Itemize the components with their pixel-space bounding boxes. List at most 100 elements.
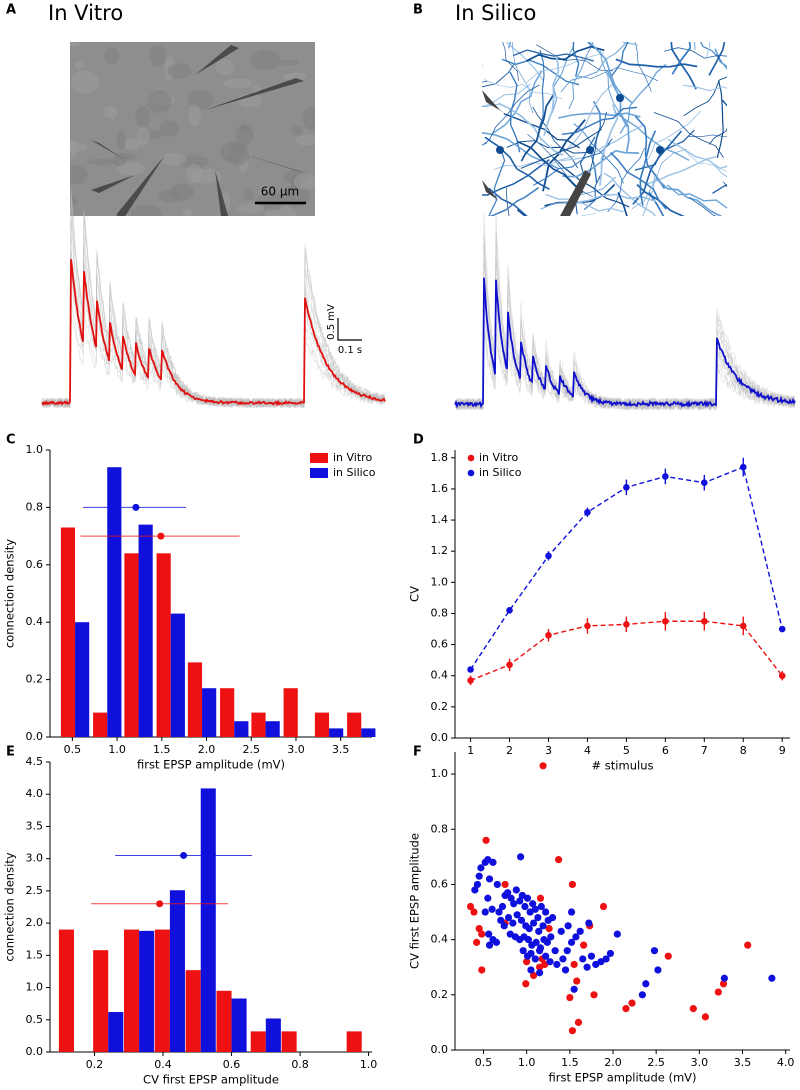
bar (93, 712, 108, 737)
point (638, 991, 646, 999)
point (739, 622, 747, 630)
image-texture (116, 162, 146, 176)
y-tick-label: 0.0 (431, 1043, 449, 1056)
x-tick-label: 1 (467, 744, 474, 757)
point (523, 958, 531, 966)
y-tick-label: 1.0 (26, 443, 44, 456)
point (485, 930, 493, 938)
image-texture (279, 59, 299, 66)
image-texture (112, 152, 127, 167)
bar (154, 929, 170, 1052)
point (536, 894, 545, 902)
bar (250, 1031, 266, 1052)
pipette (91, 175, 135, 193)
y-tick-label: 0.8 (431, 606, 449, 619)
dendrite (715, 54, 727, 71)
point (527, 949, 535, 958)
image-texture (281, 184, 311, 207)
image-texture (136, 126, 150, 146)
point (553, 960, 561, 969)
bar (123, 929, 140, 1052)
dendrite (580, 111, 607, 187)
bar (216, 990, 232, 1052)
y-tick-label: 4.0 (26, 787, 44, 800)
point (546, 958, 554, 966)
trial-trace (41, 277, 386, 409)
point (512, 886, 520, 894)
y-tick-label: 0.8 (26, 500, 44, 513)
image-texture (185, 163, 203, 184)
dendrite (671, 42, 692, 75)
x-tick-label: 9 (779, 744, 786, 757)
dendrite (506, 140, 588, 154)
dendrite (489, 186, 540, 216)
mean-marker (157, 532, 165, 540)
y-axis-label: connection density (3, 539, 17, 648)
y-tick-label: 1.6 (431, 482, 449, 495)
image-texture (187, 89, 214, 110)
pipette (195, 45, 239, 75)
dendrite (666, 184, 727, 209)
bar (107, 467, 122, 737)
dendrite (482, 158, 550, 196)
x-tick-label: 1.0 (518, 1056, 536, 1069)
point (602, 955, 610, 963)
dendrite (634, 115, 666, 189)
point (778, 672, 786, 680)
x-tick-label: 7 (701, 744, 708, 757)
pipette (482, 90, 506, 114)
dendrite (526, 45, 605, 62)
image-texture (104, 46, 120, 65)
legend-swatch (467, 469, 475, 477)
point (547, 933, 555, 941)
soma (496, 146, 504, 154)
point (484, 894, 492, 902)
dendrite (482, 62, 516, 88)
y-tick-label: 1.5 (26, 948, 44, 961)
image-texture (295, 134, 315, 146)
dendrite (538, 49, 545, 131)
dendrite (631, 148, 687, 209)
x-tick-label: 1.5 (153, 743, 171, 756)
dendrite (484, 136, 550, 190)
dendrite (636, 183, 686, 216)
dendrite (497, 102, 564, 157)
trace-group (41, 188, 386, 409)
point (545, 552, 552, 560)
point (701, 617, 708, 625)
image-texture (167, 63, 192, 79)
dendrite (648, 191, 665, 216)
panel-title: In Silico (455, 1, 536, 25)
image-texture (234, 124, 254, 147)
point (551, 947, 559, 955)
scale-label: 60 μm (261, 185, 299, 199)
point (701, 1013, 709, 1021)
point (467, 666, 474, 673)
dendrite (599, 104, 619, 186)
legend-label: in Vitro (479, 451, 518, 464)
point (537, 902, 545, 911)
trace-scale-label: 0.5 mV (326, 304, 337, 340)
point (481, 908, 489, 916)
point (506, 607, 513, 614)
panel-letter: E (6, 745, 15, 760)
legend-swatch (310, 453, 328, 463)
dendrite (488, 147, 506, 216)
point (768, 974, 776, 982)
dendrite (723, 181, 727, 188)
bar (347, 712, 362, 737)
point (477, 864, 485, 872)
legend-label: in Vitro (333, 451, 372, 464)
point (539, 762, 547, 770)
dendrite (482, 142, 488, 146)
image-texture (70, 42, 80, 47)
dendrite (611, 42, 629, 77)
dendrite (607, 71, 630, 154)
point (482, 836, 490, 844)
dendrite (532, 106, 579, 169)
dendrite (655, 177, 723, 216)
image-texture (74, 61, 85, 70)
panel-letter: C (6, 433, 16, 448)
dendrite (482, 103, 499, 107)
image-texture (223, 78, 254, 89)
